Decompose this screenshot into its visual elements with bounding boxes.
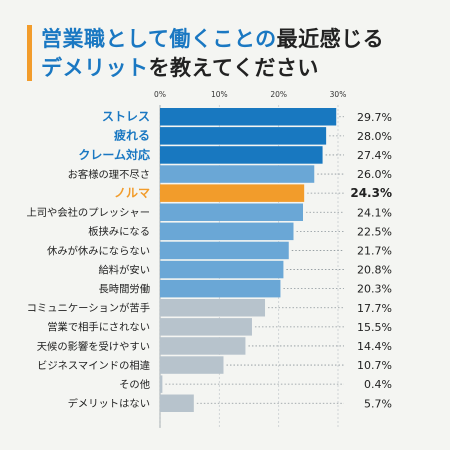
category-label: 長時間労働 [99,282,150,295]
bar [160,108,337,126]
bar [160,203,303,221]
value-label: 26.0% [357,168,392,181]
x-tick-label: 0% [154,90,166,99]
title-segment: デメリット [41,56,149,80]
value-label: 27.4% [357,149,392,162]
value-label: 17.7% [357,302,392,315]
value-label: 10.7% [357,359,392,372]
title-segment: 最近感じる [276,27,385,51]
category-label: ノルマ [114,186,150,200]
category-label: 天候の影響を受けやすい [37,340,150,353]
category-label: クレーム対応 [78,147,150,162]
category-label: 給料が安い [99,263,150,276]
value-label: 21.7% [357,244,392,257]
category-label: 疲れる [114,128,150,143]
value-label: 20.8% [357,264,392,277]
bar [160,279,281,298]
chart-title-line-1: 営業職として働くことの最近感じる [41,23,384,53]
value-label: 24.3% [350,186,392,200]
bar [160,165,315,183]
category-label: コミュニケーションが苦手 [27,302,150,315]
value-label: 29.7% [357,111,392,124]
x-tick-label: 10% [211,90,228,99]
category-labels: ストレス疲れるクレーム対応お客様の理不尽さノルマ上司や会社のプレッシャー板挟みに… [26,110,150,410]
bar [160,222,294,241]
x-tick-label: 30% [330,90,347,99]
category-label: 休みが休みにならない [47,244,150,257]
bar [160,375,163,393]
category-label: 板挟みになる [88,225,150,238]
bar [160,337,246,355]
value-label: 22.5% [357,225,392,238]
category-label: 上司や会社のプレッシャー [26,206,150,219]
bar [160,241,289,260]
value-label: 20.3% [357,283,392,296]
bar [160,146,323,164]
value-labels: 29.7% 28.0% 27.4% 26.0% 24.3% 24.1% 22.5% 21.7%… [165,111,392,410]
category-label: ストレス [102,110,150,124]
value-label: 0.4% [364,378,392,391]
value-label: 28.0% [357,130,392,143]
category-label: その他 [119,378,150,391]
bar [160,299,266,317]
title-segment: 営業職として働くことの [41,27,277,51]
x-tick-label: 20% [270,90,287,99]
value-label: 24.1% [357,206,392,219]
category-label: お客様の理不尽さ [68,168,150,181]
category-label: 営業で相手にされない [47,321,150,334]
bar [160,127,327,145]
bar [160,318,252,336]
bar [160,260,284,279]
x-axis-ticks: 0% 10% 20% 30% [154,90,346,99]
value-label: 14.4% [357,340,392,353]
bars [160,108,337,412]
title-segment: を教えてください [148,56,319,80]
value-label: 5.7% [364,397,392,410]
chart-title-line-2: デメリットを教えてください [41,52,319,82]
bar [160,394,194,412]
bar [160,184,305,202]
bar [160,356,224,374]
title-accent-bar [27,25,32,81]
category-label: ビジネスマインドの相違 [37,359,150,372]
category-label: デメリットはない [68,397,150,410]
value-label: 15.5% [357,321,392,334]
